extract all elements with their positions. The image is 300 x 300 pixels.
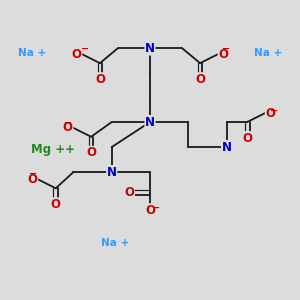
Text: −: − [64,118,72,128]
Text: Na +: Na + [18,48,46,58]
Text: −: − [152,202,160,212]
Text: Na +: Na + [100,238,129,248]
Text: Mg ++: Mg ++ [31,143,75,157]
Text: O: O [124,186,134,199]
Text: Na +: Na + [254,48,282,58]
Text: O: O [195,73,205,86]
Text: O: O [72,48,82,61]
Text: O: O [51,198,61,211]
Text: O: O [242,132,252,145]
Text: N: N [222,141,232,154]
Text: −: − [81,44,89,54]
Text: O: O [145,204,155,217]
Text: O: O [86,146,96,159]
Text: O: O [218,48,228,61]
Text: O: O [266,107,275,120]
Text: −: − [29,169,37,179]
Text: −: − [222,44,230,54]
Text: N: N [145,116,155,128]
Text: O: O [63,122,73,134]
Text: N: N [145,42,155,55]
Text: O: O [95,73,105,86]
Text: N: N [107,166,117,178]
Text: −: − [270,106,278,116]
Text: O: O [28,173,38,186]
